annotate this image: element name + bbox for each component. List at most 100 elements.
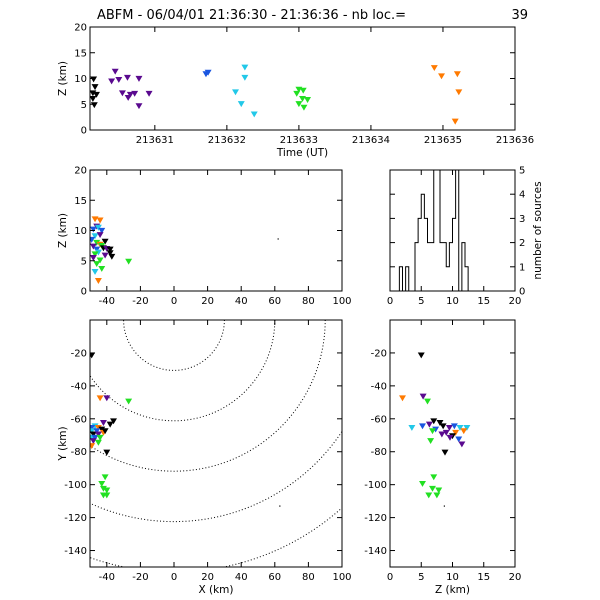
x-tick-label: 20 [509,296,522,307]
source-point [93,261,101,268]
x-tick-label: 15 [477,572,490,583]
source-point [90,226,97,233]
source-point [90,96,97,102]
source-point [450,423,458,430]
source-point [419,480,426,487]
source-point [96,395,104,402]
source-point [300,104,308,111]
y-tick-label: -20 [71,348,87,359]
y-tick-label: 5 [81,100,87,111]
x-tick-label: 213633 [280,135,318,146]
source-point [99,420,107,426]
source-point [293,90,301,97]
source-point [424,398,431,405]
x-tick-label: 20 [201,572,214,583]
source-point [93,246,101,253]
y-axis-label: number of sources [532,181,544,279]
source-point [101,428,109,435]
source-point [91,268,99,275]
x-axis-label: Time (UT) [276,147,328,159]
y-tick-label: 2 [519,238,525,249]
source-point [241,74,249,81]
station-marker [443,505,445,507]
source-point [241,64,249,71]
x-tick-label: 0 [171,296,177,307]
source-point [115,76,123,83]
y-axis-label: Z (km) [57,61,69,96]
x-tick-label: 40 [235,572,248,583]
source-point [417,352,425,359]
source-point [460,428,468,435]
source-point [456,424,464,431]
x-tick-label: 60 [268,296,281,307]
source-point [94,224,102,231]
source-point [446,434,454,441]
x-tick-label: 213632 [208,135,246,146]
x-tick-label: 20 [509,572,522,583]
x-tick-label: -20 [132,296,148,307]
x-tick-label: -40 [99,572,115,583]
x-tick-label: 0 [387,296,393,307]
plot-area [390,170,515,291]
source-point [110,418,117,425]
y-tick-label: -140 [64,546,87,557]
source-point [96,217,104,224]
y-tick-label: 3 [519,214,525,225]
source-point [103,449,111,456]
plot-frame [89,319,343,568]
x-tick-label: -20 [132,572,148,583]
x-tick-label: 213635 [424,135,462,146]
x-tick-label: 20 [201,296,214,307]
source-point [430,418,438,425]
source-point [91,233,99,240]
source-point [90,431,97,438]
source-point [304,97,312,103]
source-point [96,434,104,441]
y-tick-label: -60 [71,414,87,425]
source-point [445,424,453,431]
source-point [399,395,406,402]
x-tick-label: 213634 [352,135,390,146]
source-point [90,102,98,109]
source-point [408,424,416,431]
y-tick-label: -40 [371,381,387,392]
source-point [419,393,427,400]
x-tick-label: 213631 [136,135,174,146]
x-z-panel: -40 -20 0 20 40 60 80 100 0 5 10 15 20 Z (km) [57,166,352,308]
source-point [430,65,438,72]
y-tick-label: -100 [64,480,87,491]
source-point [91,434,99,441]
source-point [135,103,143,110]
y-tick-label: 1 [519,262,525,273]
source-point [427,438,435,445]
source-point [101,238,109,245]
source-point [425,421,433,428]
source-point [455,436,463,443]
plot-frame [89,169,343,292]
x-tick-label: 100 [332,296,351,307]
source-point [106,250,114,257]
source-point [429,428,436,435]
x-tick-label: 15 [477,296,490,307]
y-tick-label: -100 [364,480,387,491]
y-tick-label: -120 [64,513,87,524]
source-point [108,253,116,260]
source-point [433,492,441,499]
station-marker [279,505,281,507]
source-point [429,485,436,492]
y-tick-label: -80 [71,447,87,458]
y-tick-label: 20 [74,166,87,177]
source-point [299,96,306,102]
source-point [451,118,459,125]
y-axis-label: Y (km) [57,426,69,461]
x-tick-label: 60 [268,572,281,583]
source-point [98,480,106,487]
source-point [91,251,99,258]
histogram-steps [398,170,515,291]
y-tick-label: 4 [519,190,525,201]
source-point [93,91,100,98]
station-marker [277,238,279,240]
x-tick-label: 10 [446,296,459,307]
